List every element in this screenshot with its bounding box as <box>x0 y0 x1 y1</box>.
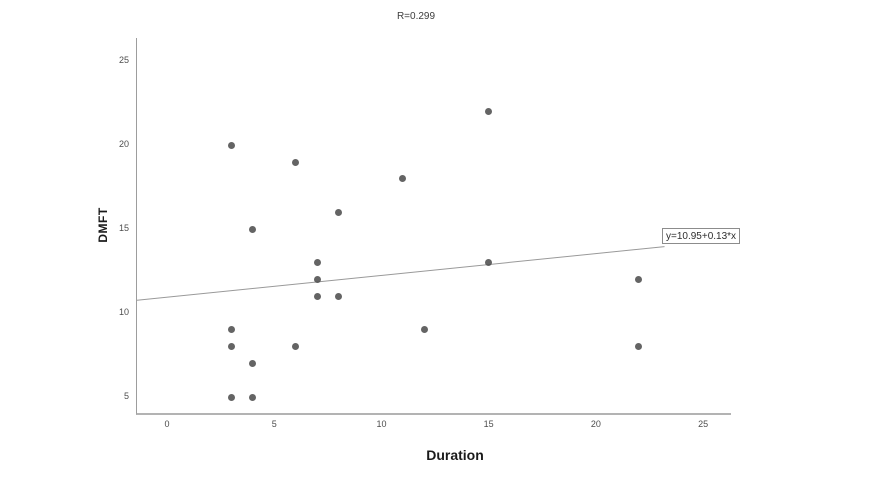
data-point <box>335 292 343 300</box>
y-tick-label: 20 <box>118 139 129 150</box>
data-point <box>292 343 300 351</box>
regression-line <box>137 246 665 301</box>
x-axis-title: Duration <box>426 447 484 463</box>
y-tick-label: 15 <box>118 223 129 234</box>
regression-equation-label: y=10.95+0.13*x <box>662 228 741 244</box>
data-point <box>227 343 235 351</box>
data-point <box>313 292 321 300</box>
x-tick-label: 5 <box>271 419 277 429</box>
x-tick-label: 10 <box>376 419 387 429</box>
data-point <box>227 141 235 149</box>
data-point <box>249 393 257 401</box>
data-point <box>335 208 343 216</box>
data-point <box>485 259 493 267</box>
x-tick-label: 20 <box>590 419 601 429</box>
y-tick-label: 10 <box>118 307 129 318</box>
y-tick-label: 5 <box>123 391 129 402</box>
data-point <box>227 326 235 334</box>
data-point <box>635 343 643 351</box>
plot-area: 0 5 10 15 20 25 5 10 15 20 25 <box>119 38 731 429</box>
data-point <box>313 259 321 267</box>
data-point <box>313 276 321 284</box>
x-tick-label: 0 <box>164 419 170 429</box>
chart-title: R=0.299 <box>396 11 436 22</box>
data-point <box>292 158 300 166</box>
data-point <box>249 360 257 367</box>
data-point <box>420 326 428 334</box>
data-point <box>249 225 257 233</box>
data-point <box>227 393 235 401</box>
y-tick-label: 25 <box>118 55 129 66</box>
data-point <box>485 108 493 116</box>
x-tick-label: 15 <box>483 419 494 429</box>
data-point <box>399 175 407 183</box>
x-tick-label: 25 <box>698 419 709 429</box>
data-point <box>635 276 643 284</box>
